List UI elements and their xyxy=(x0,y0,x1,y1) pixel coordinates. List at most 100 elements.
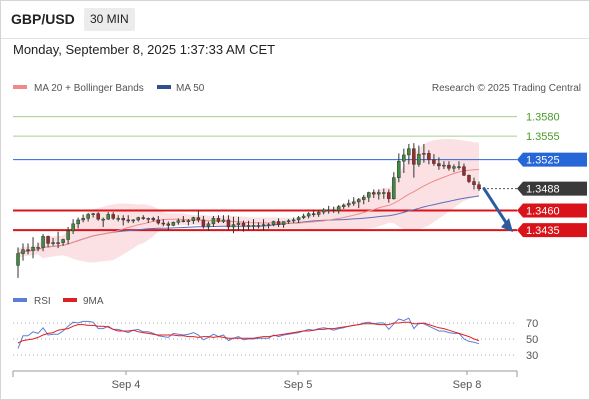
candle xyxy=(236,216,241,231)
candle xyxy=(372,189,376,199)
candle xyxy=(276,218,281,227)
candle-body xyxy=(321,209,326,213)
candle-body xyxy=(276,221,281,225)
candle-body xyxy=(176,220,181,223)
candle-body xyxy=(126,219,130,222)
candle-body xyxy=(211,218,216,225)
candle-body xyxy=(186,220,191,222)
x-axis-labels: Sep 4 Sep 5 Sep 8 xyxy=(112,371,481,391)
candle-body xyxy=(361,196,366,200)
candle-body xyxy=(326,209,331,211)
candle xyxy=(131,219,136,224)
price-label-1.3460: 1.3460 xyxy=(526,206,560,218)
candle-body xyxy=(387,192,391,200)
rsi-ma-line xyxy=(17,321,480,344)
candle xyxy=(341,203,346,209)
candle xyxy=(66,226,70,245)
x-label-Sep 4: Sep 4 xyxy=(112,379,141,391)
candle xyxy=(101,217,105,227)
candle-body xyxy=(266,224,271,226)
candle-body xyxy=(341,204,346,207)
candle-body xyxy=(71,223,75,232)
rsi-scale-70: 70 xyxy=(526,318,538,330)
candle xyxy=(377,189,381,200)
candle xyxy=(126,215,130,224)
candle xyxy=(351,197,356,206)
candle xyxy=(61,238,65,246)
candle xyxy=(176,218,181,225)
candle xyxy=(36,242,40,252)
candles-layer xyxy=(16,143,481,278)
rsi-scale-30: 30 xyxy=(526,350,538,362)
price-label-1.3488: 1.3488 xyxy=(526,184,560,196)
candle xyxy=(201,216,206,229)
candle-body xyxy=(196,217,201,221)
candle-body xyxy=(161,222,166,225)
candle-body xyxy=(246,225,251,227)
candle-body xyxy=(457,166,461,168)
candle xyxy=(116,215,120,222)
candle xyxy=(346,199,351,208)
candle-body xyxy=(271,221,276,225)
candle xyxy=(387,189,391,203)
candle-body xyxy=(432,159,436,164)
price-tag-support xyxy=(517,223,587,238)
candle xyxy=(467,174,471,184)
candle-body xyxy=(291,219,296,222)
candle xyxy=(422,143,426,163)
candle xyxy=(397,153,401,183)
candle-body xyxy=(392,177,396,200)
candle xyxy=(51,237,55,246)
candle-body xyxy=(467,175,471,182)
candle xyxy=(136,216,141,222)
header-bar: GBP/USD 30 MIN xyxy=(1,1,589,39)
price-tag-support xyxy=(517,203,587,218)
candle xyxy=(356,198,361,209)
price-tag-current xyxy=(517,181,587,196)
candle xyxy=(336,205,341,214)
candle xyxy=(321,208,326,215)
candle-body xyxy=(111,214,115,219)
candle xyxy=(196,210,201,223)
candle xyxy=(46,235,50,248)
price-label-1.3580: 1.3580 xyxy=(526,112,560,124)
candle xyxy=(181,216,186,223)
candle xyxy=(472,177,476,190)
candle-body xyxy=(136,217,141,221)
bollinger-band xyxy=(18,139,479,263)
candle xyxy=(442,161,446,170)
candle xyxy=(21,243,25,261)
candle-body xyxy=(46,236,50,244)
rsi-grid-layer: 70 50 30 xyxy=(13,318,538,362)
candle xyxy=(111,212,115,220)
candle-body xyxy=(422,153,426,155)
candle xyxy=(271,220,276,227)
candle-body xyxy=(477,184,481,189)
candle-body xyxy=(36,247,40,249)
candle-body xyxy=(442,164,446,167)
candle xyxy=(41,234,45,252)
candle-body xyxy=(256,225,261,227)
candle xyxy=(256,222,261,229)
candle-body xyxy=(226,219,231,228)
price-label-1.3525: 1.3525 xyxy=(526,155,560,167)
candle xyxy=(221,215,226,224)
candle-body xyxy=(96,213,100,220)
candle xyxy=(31,237,35,259)
candle-body xyxy=(286,220,291,222)
candle-body xyxy=(131,219,136,222)
candle-body xyxy=(146,218,151,220)
candle-body xyxy=(377,192,381,195)
candle-body xyxy=(301,215,306,218)
candle-body xyxy=(231,224,236,228)
candle xyxy=(81,214,85,223)
candle-body xyxy=(437,163,441,167)
candle xyxy=(161,219,166,227)
timeframe-button[interactable]: 30 MIN xyxy=(84,8,135,31)
candle xyxy=(432,154,436,166)
candle-body xyxy=(76,219,80,225)
candle xyxy=(462,163,466,177)
candle-body xyxy=(216,218,221,222)
candle-body xyxy=(452,166,456,169)
